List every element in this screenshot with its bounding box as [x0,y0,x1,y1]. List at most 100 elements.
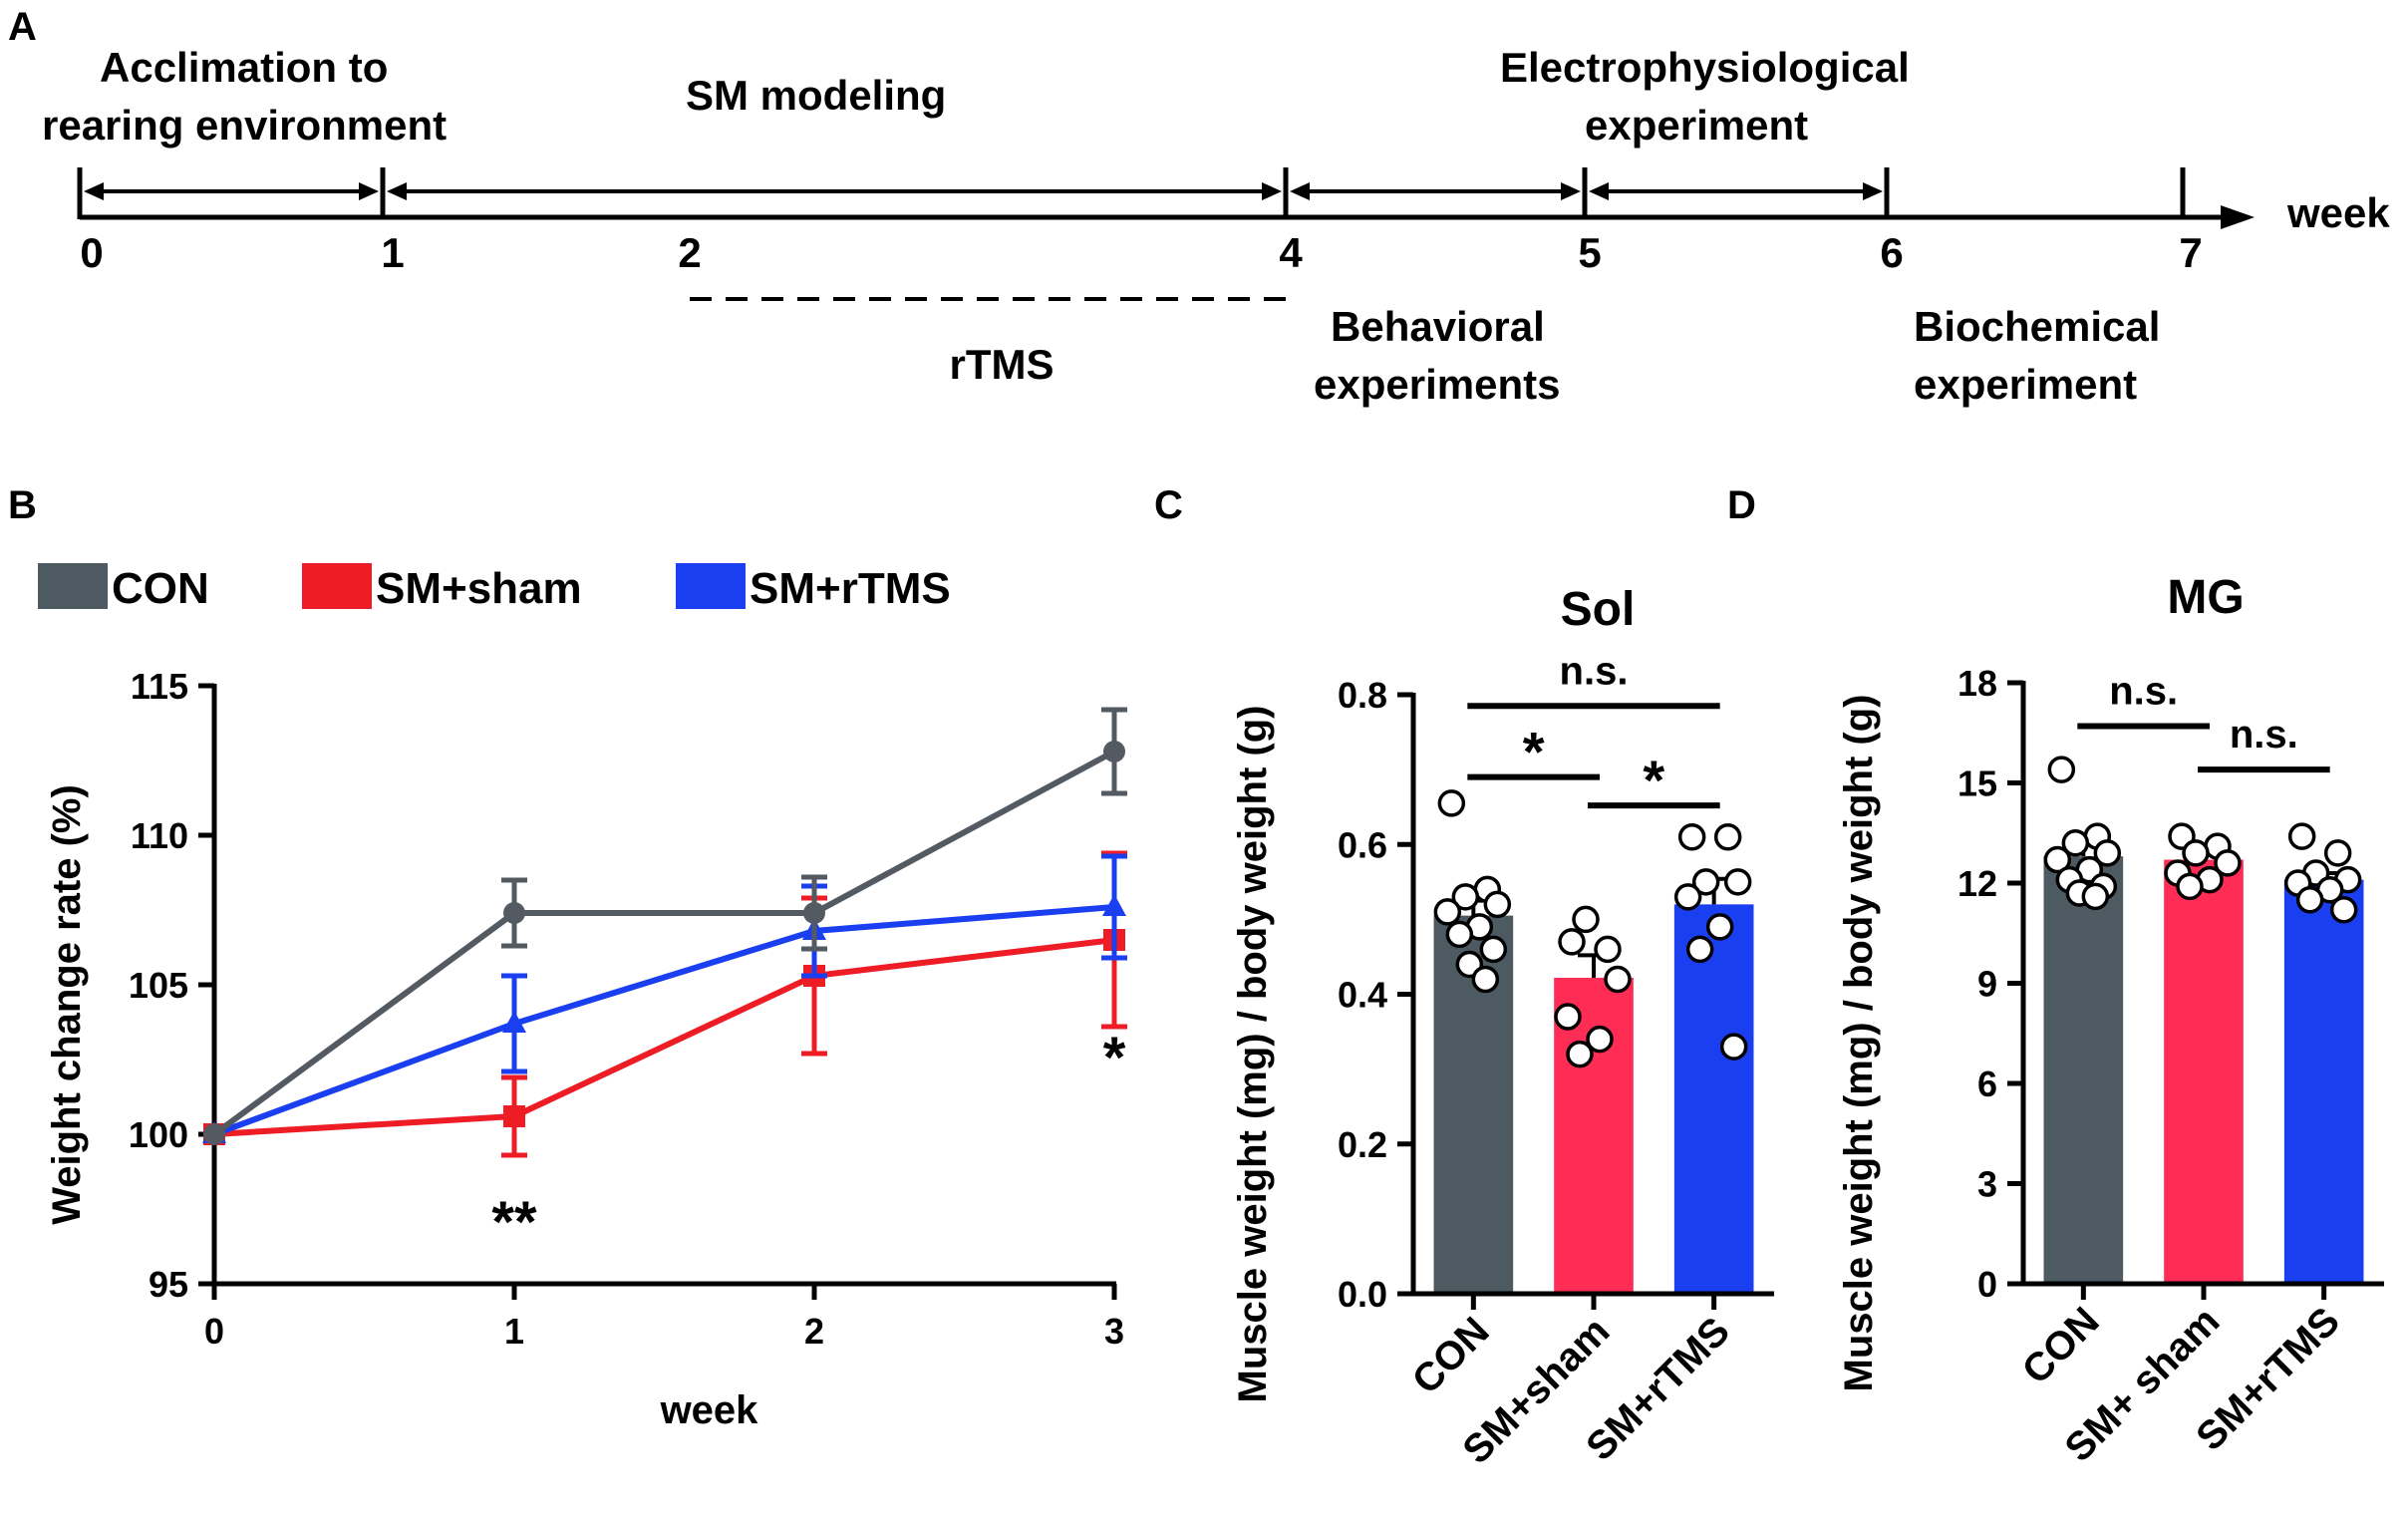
significance-label: n.s. [2230,713,2298,757]
scatter-point [1471,965,1500,994]
timeline-sm-modeling: SM modeling [686,72,946,119]
scatter-point [1723,868,1752,896]
legend-label-rtms: SM+rTMS [750,564,951,613]
bar-rtms [2283,879,2364,1284]
y-tick-label: 110 [131,815,188,856]
significance-annotation: ** [491,1190,537,1255]
bar-rtms [1673,904,1754,1294]
series-line-sm-sham [213,937,1115,1137]
timeline-behavioral-line1: Behavioral [1331,303,1545,350]
bar-chart-sol: Sol Muscle weight (mg) / body weight (g) 0… [1231,583,1774,1472]
y-tick-label: 0.6 [1338,824,1387,865]
scatter-point [2061,829,2090,857]
timeline-electro-line1: Electrophysiological [1500,44,1910,91]
x-tick-label: 1 [504,1311,524,1352]
timeline-week-4: 4 [1279,229,1303,276]
timeline-acclimation-line2: rearing environment [42,102,447,149]
timeline-unit-label: week [2286,189,2390,236]
legend-label-sham: SM+sham [376,564,582,613]
scatter-point [2043,845,2072,874]
significance-label: * [1643,749,1664,811]
scatter-point [2287,822,2316,850]
y-axis-label: Muscle weight (mg) / body weight (g) [1837,695,1881,1392]
legend-label-con: CON [112,564,209,613]
span-arrowhead [1262,182,1282,200]
series-line-con [212,749,1116,1137]
panel-c: C Sol Muscle weight (mg) / body weight (g… [1154,483,1774,1472]
y-tick-label: 3 [1977,1164,1997,1205]
scatter-point [1558,928,1586,956]
timeline-rtms: rTMS [950,341,1054,388]
scatter-point [2047,756,2076,783]
data-point-con [203,1123,225,1145]
timeline-electro-line2: experiment [1585,102,1808,149]
y-tick-label: 0.4 [1338,975,1387,1016]
scatter-point [1566,1040,1594,1068]
scatter-point [1554,1003,1582,1031]
panel-label-b: B [8,483,37,527]
chart-title: Sol [1561,583,1636,636]
y-tick-label: 0.8 [1338,675,1387,716]
scatter-point [1483,890,1512,919]
scatter-point [2329,896,2358,924]
legend-swatch-rtms [676,563,746,609]
y-tick-label: 15 [1957,763,1997,804]
line-chart-weight-change: 95 100 105 110 115 0 1 2 3 week Weight change rate… [45,666,1127,1432]
scatter-point [1673,883,1702,911]
chart-title: MG [2167,571,2244,624]
scatter-point [1572,905,1600,934]
y-tick-label: 18 [1957,663,1997,704]
panel-a: A Acclimation to rearing environment SM … [8,5,2390,408]
scatter-point [1451,883,1480,911]
scatter-point [1433,898,1462,926]
scatter-point [2176,872,2204,901]
timeline-week-5: 5 [1578,229,1601,276]
panel-d: D MG Muscle weight (mg) / body weight (g)… [1727,483,2384,1470]
y-tick-label: 0.0 [1338,1274,1387,1315]
y-axis-label: Weight change rate (%) [45,784,89,1225]
legend-swatch-sham [302,563,372,609]
panel-b: B CON SM+sham SM+rTMS 95 100 105 110 115 0 1 2 3… [8,483,1127,1432]
data-point-rtms [502,1011,526,1033]
timeline-week-2: 2 [678,229,701,276]
y-tick-label: 100 [129,1114,188,1155]
y-tick-label: 105 [129,965,188,1006]
scatter-point [1719,1033,1748,1061]
scatter-point [2295,886,2324,914]
scatter-point [2093,839,2122,867]
scatter-point [2214,849,2242,877]
significance-label: n.s. [2109,670,2178,714]
x-tick-label: 2 [804,1311,824,1352]
timeline-week-0: 0 [80,229,103,276]
y-axis-label: Muscle weight (mg) / body weight (g) [1231,706,1275,1403]
x-tick-label: CON [2014,1299,2108,1392]
x-tick-label: 3 [1104,1311,1124,1352]
bar-sham [2164,859,2244,1284]
span-arrowhead [84,182,104,200]
span-arrowhead [1290,182,1310,200]
scatter-point [1685,935,1714,964]
scatter-point [1437,789,1466,817]
span-arrowhead [1589,182,1609,200]
timeline-behavioral-line2: experiments [1314,361,1560,408]
y-tick-label: 95 [149,1264,188,1305]
scatter-point [2323,839,2352,867]
timeline-biochem-line2: experiment [1914,361,2137,408]
span-arrowhead [359,182,379,200]
y-tick-label: 0 [1977,1264,1997,1305]
scatter-point [1604,965,1632,994]
x-tick-label: 0 [204,1311,224,1352]
timeline-week-7: 7 [2179,229,2202,276]
data-point-con [1103,741,1125,762]
scatter-point [1705,913,1734,941]
bar-chart-mg: MG Muscle weight (mg) / body weight (g) 0 3… [1837,571,2384,1470]
scatter-point [2182,839,2210,867]
significance-label: * [1523,721,1545,783]
y-tick-label: 9 [1977,964,1997,1005]
data-point-con [503,902,525,924]
y-tick-label: 115 [131,666,188,707]
panel-label-c: C [1154,483,1183,527]
scatter-point [1445,920,1474,949]
legend-swatch-con [38,563,108,609]
